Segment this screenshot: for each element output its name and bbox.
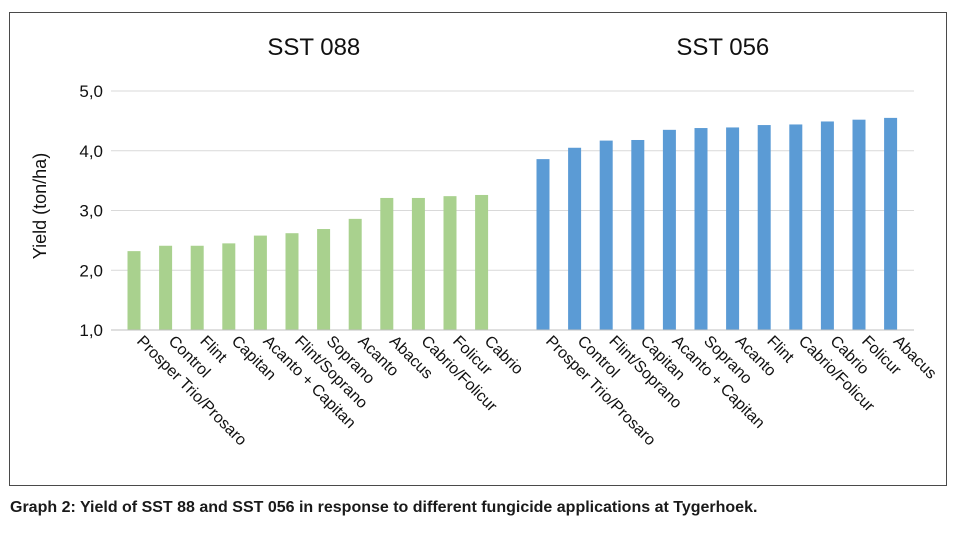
group-titles: SST 088 SST 056 <box>267 34 769 61</box>
y-axis: 1,0 2,0 3,0 4,0 5,0 <box>79 82 103 340</box>
bars <box>127 117 898 331</box>
bar <box>443 196 457 330</box>
bar <box>190 245 204 330</box>
bar <box>789 124 803 331</box>
y-tick-label: 4,0 <box>79 142 103 161</box>
bar <box>884 117 898 330</box>
bar <box>317 229 331 330</box>
y-tick-label: 2,0 <box>79 261 103 280</box>
group-title: SST 088 <box>267 34 360 61</box>
x-tick-label: Abacus <box>890 333 940 383</box>
y-tick-label: 5,0 <box>79 82 103 101</box>
bar <box>568 147 582 330</box>
yield-bar-chart: 1,0 2,0 3,0 4,0 5,0 Prosper Trio/ProsaroCont… <box>30 34 940 449</box>
group-title: SST 056 <box>676 34 769 61</box>
bar <box>536 159 550 330</box>
bar <box>127 251 141 330</box>
bar <box>757 125 771 331</box>
bar <box>253 235 267 330</box>
y-tick-label: 1,0 <box>79 321 103 340</box>
bar <box>852 119 866 331</box>
figure-caption: Graph 2: Yield of SST 88 and SST 056 in … <box>10 499 758 516</box>
bar <box>694 128 708 330</box>
gridlines <box>111 90 914 271</box>
bar <box>348 218 362 330</box>
x-axis: Prosper Trio/ProsaroControlFlintCapitanA… <box>111 329 940 449</box>
chart-frame: 1,0 2,0 3,0 4,0 5,0 Prosper Trio/Prosaro Cont… <box>9 12 947 486</box>
y-axis-label: Yield (ton/ha) <box>30 153 50 259</box>
bar <box>726 127 740 330</box>
bar <box>631 139 645 330</box>
bar <box>285 233 299 330</box>
bar <box>820 121 834 330</box>
bar <box>662 129 676 330</box>
y-tick-label: 3,0 <box>79 202 103 221</box>
bar <box>475 194 489 330</box>
bar <box>411 197 425 330</box>
bar <box>599 140 613 330</box>
bar <box>222 243 236 330</box>
bar <box>159 245 173 330</box>
bar <box>380 197 394 330</box>
